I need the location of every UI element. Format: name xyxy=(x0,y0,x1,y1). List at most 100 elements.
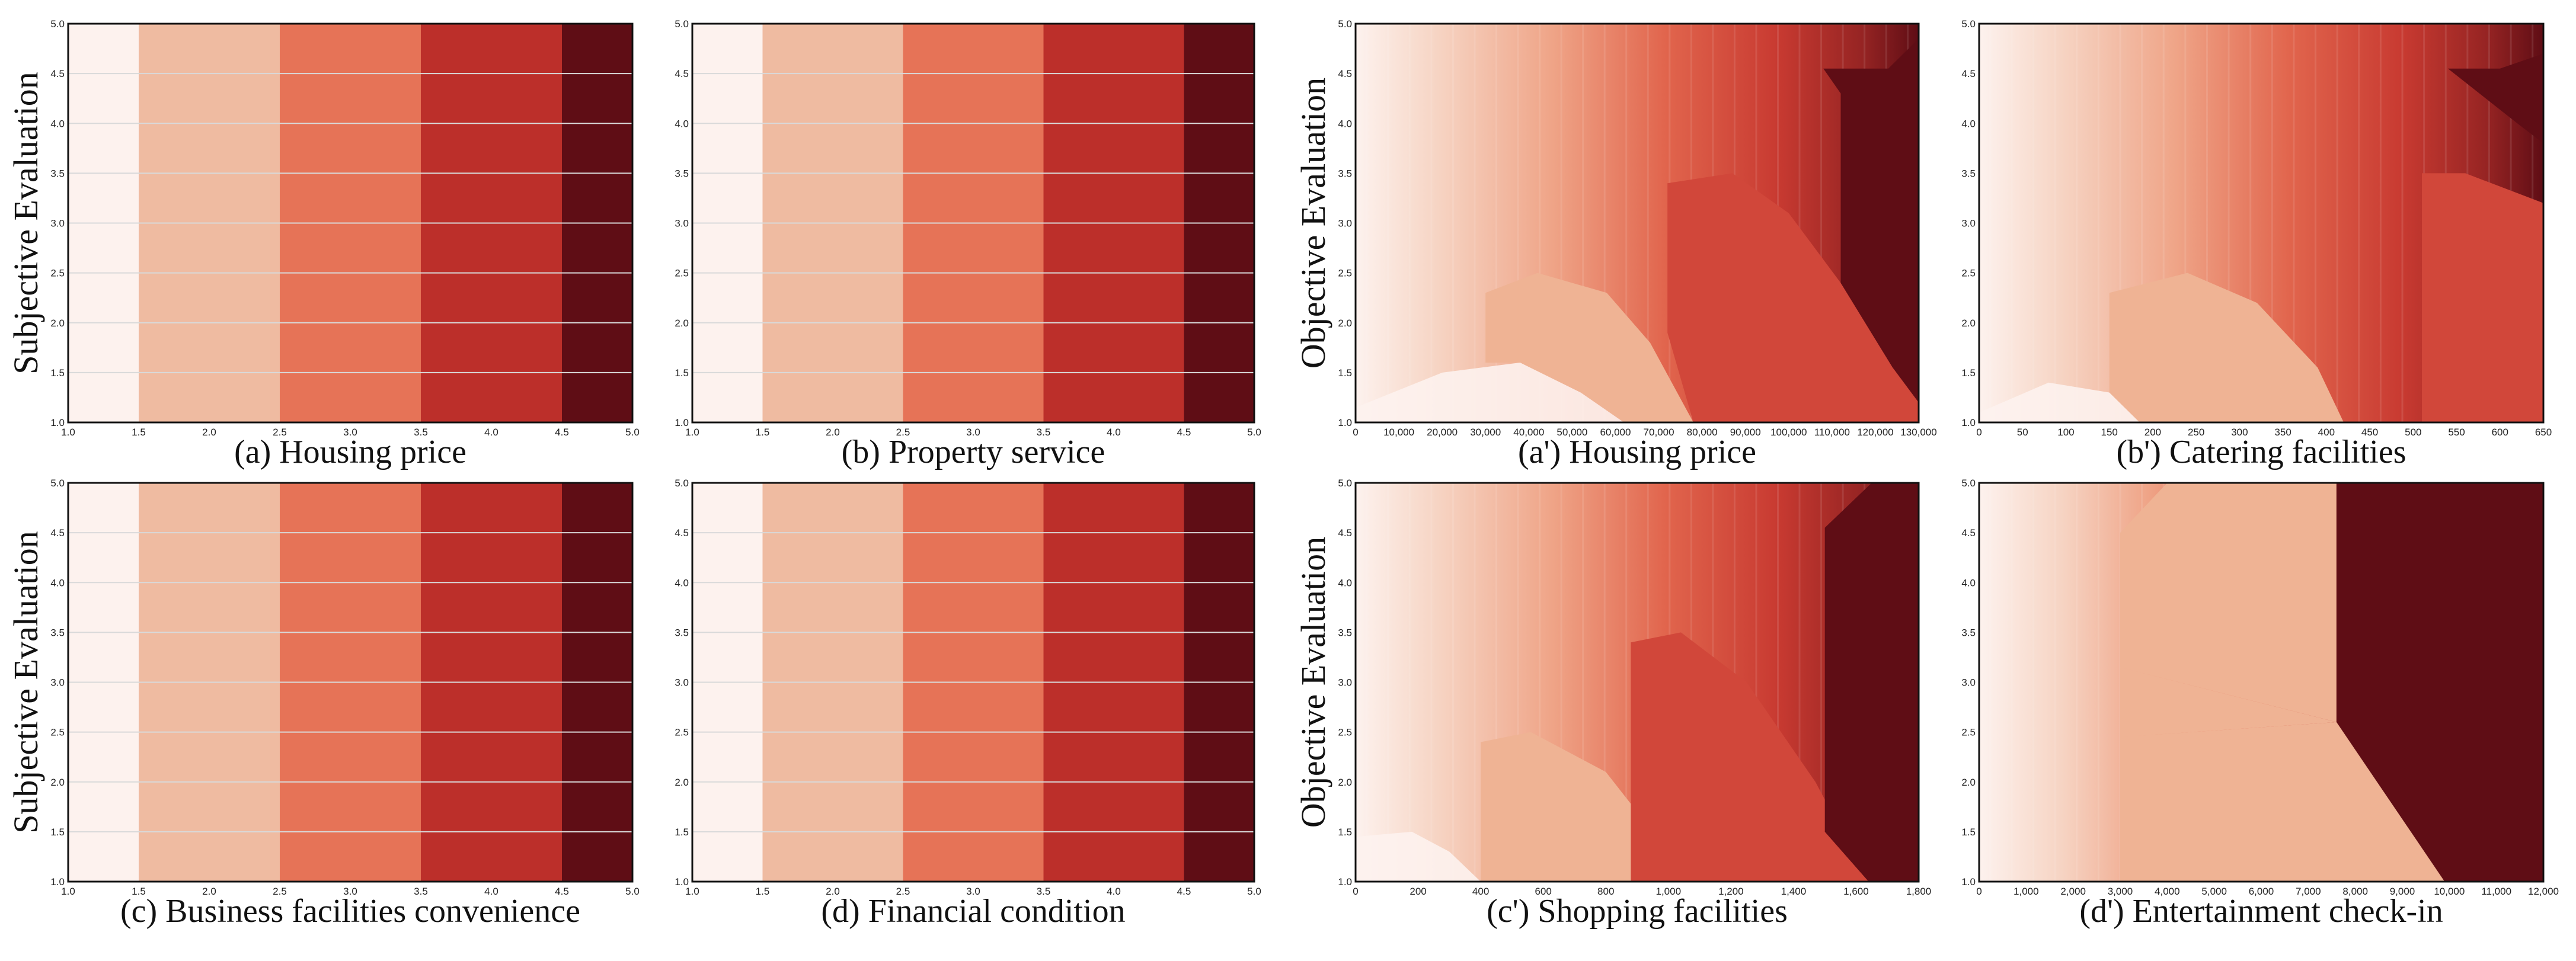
y-axis-title: Objective Evaluation xyxy=(1294,78,1332,369)
x-tick-label: 2.5 xyxy=(273,427,287,438)
x-tick-label: 3.0 xyxy=(966,886,980,897)
y-tick-label: 2.0 xyxy=(675,318,689,329)
x-tick-label: 2.0 xyxy=(202,427,216,438)
y-tick-label: 3.5 xyxy=(1338,168,1352,179)
y-tick-label: 3.0 xyxy=(1338,218,1352,229)
x-tick-label: 200 xyxy=(2144,427,2161,438)
x-tick-label: 4.0 xyxy=(1107,427,1121,438)
y-tick-label: 3.5 xyxy=(675,627,689,638)
y-tick-label: 5.0 xyxy=(1338,478,1352,489)
x-tick-label: 1.5 xyxy=(756,427,770,438)
panel-caption: (d') Entertainment check-in xyxy=(2079,893,2443,930)
y-tick-label: 1.5 xyxy=(675,827,689,838)
x-tick-label: 550 xyxy=(2448,427,2465,438)
x-tick-label: 1.5 xyxy=(132,427,146,438)
y-tick-label: 5.0 xyxy=(50,18,65,30)
x-tick-label: 4.5 xyxy=(1177,886,1191,897)
x-tick-label: 5,000 xyxy=(2201,886,2227,897)
y-tick-label: 1.0 xyxy=(675,876,689,888)
x-tick-label: 2.5 xyxy=(896,886,910,897)
y-tick-label: 2.0 xyxy=(1338,777,1352,788)
y-tick-label: 4.5 xyxy=(50,68,65,79)
y-tick-label: 5.0 xyxy=(1338,18,1352,30)
x-tick-label: 110,000 xyxy=(1814,427,1850,438)
axes-frame xyxy=(67,482,634,883)
y-tick-label: 1.0 xyxy=(675,417,689,428)
x-tick-label: 5.0 xyxy=(1247,886,1261,897)
y-tick-label: 3.5 xyxy=(1961,627,1976,638)
contour-region-1 xyxy=(1979,382,2140,422)
y-tick-label: 1.5 xyxy=(50,367,65,379)
panel-caption: (c) Business facilities convenience xyxy=(120,893,580,930)
x-tick-label: 0 xyxy=(1353,427,1358,438)
x-tick-label: 1.5 xyxy=(756,886,770,897)
x-tick-label: 2.0 xyxy=(826,886,840,897)
contour-region-2 xyxy=(2109,273,2344,422)
y-tick-label: 4.0 xyxy=(1338,577,1352,588)
contour-region-1 xyxy=(1356,363,1625,422)
panel-c: 1.0 1.5 2.0 2.5 3.0 3.5 4.0 4.5 5.0 1.0 1.5 2.0 2.5 3… xyxy=(7,478,640,930)
y-tick-label: 3.5 xyxy=(1338,627,1352,638)
x-tick-label: 1.0 xyxy=(685,886,699,897)
x-tick-label: 20,000 xyxy=(1427,427,1458,438)
y-tick-label: 4.0 xyxy=(1961,577,1976,588)
x-tick-label: 3.5 xyxy=(414,886,428,897)
y-tick-label: 5.0 xyxy=(675,18,689,30)
x-tick-label: 1.0 xyxy=(685,427,699,438)
panel-b-prime: 1.0 1.5 2.0 2.5 3.0 3.5 4.0 4.5 5.0 0 50 100 150 200 2… xyxy=(1961,18,2552,470)
y-tick-label: 1.5 xyxy=(1961,367,1976,379)
x-tick-label: 150 xyxy=(2101,427,2118,438)
y-tick-label: 3.5 xyxy=(1961,168,1976,179)
y-tick-label: 4.5 xyxy=(50,527,65,539)
panel-d-prime: 1.0 1.5 2.0 2.5 3.0 3.5 4.0 4.5 5.0 0 1,000 2,000 3,… xyxy=(1961,478,2559,930)
x-tick-label: 1,000 xyxy=(1656,886,1682,897)
x-tick-label: 3.0 xyxy=(343,886,357,897)
x-tick-label: 2.0 xyxy=(202,886,216,897)
x-tick-label: 100,000 xyxy=(1770,427,1807,438)
contour-region-3 xyxy=(2120,483,2337,722)
x-tick-label: 3,000 xyxy=(2108,886,2133,897)
x-tick-label: 1,800 xyxy=(1906,886,1932,897)
x-tick-label: 600 xyxy=(2492,427,2508,438)
y-tick-label: 2.0 xyxy=(1338,318,1352,329)
x-tick-label: 70,000 xyxy=(1644,427,1674,438)
y-tick-label: 4.0 xyxy=(675,118,689,129)
x-tick-label: 500 xyxy=(2405,427,2421,438)
y-tick-label: 2.5 xyxy=(50,268,65,279)
y-axis-title: Subjective Evaluation xyxy=(7,72,45,374)
axes-frame xyxy=(691,23,1255,424)
y-tick-label: 4.0 xyxy=(1961,118,1976,129)
y-tick-label: 2.0 xyxy=(50,777,65,788)
y-tick-label: 2.0 xyxy=(1961,777,1976,788)
y-tick-label: 2.0 xyxy=(675,777,689,788)
axes-frame xyxy=(1978,23,2545,424)
x-tick-label: 0 xyxy=(1353,886,1358,897)
x-tick-label: 300 xyxy=(2231,427,2248,438)
x-tick-label: 1.0 xyxy=(61,427,75,438)
x-tick-label: 650 xyxy=(2535,427,2552,438)
y-tick-label: 5.0 xyxy=(1961,478,1976,489)
x-tick-label: 4,000 xyxy=(2155,886,2180,897)
x-tick-label: 1,400 xyxy=(1781,886,1807,897)
x-tick-label: 5.0 xyxy=(625,427,640,438)
x-tick-label: 1.5 xyxy=(132,886,146,897)
contour-region-2 xyxy=(1485,273,1693,422)
x-tick-label: 4.5 xyxy=(555,427,569,438)
y-tick-label: 1.0 xyxy=(1961,417,1976,428)
y-tick-label: 4.0 xyxy=(50,118,65,129)
x-tick-label: 3.5 xyxy=(1037,427,1051,438)
x-tick-label: 1.0 xyxy=(61,886,75,897)
y-tick-label: 2.5 xyxy=(50,727,65,738)
y-axis-title: Objective Evaluation xyxy=(1294,537,1332,828)
x-tick-label: 3.5 xyxy=(414,427,428,438)
y-tick-label: 5.0 xyxy=(1961,18,1976,30)
x-tick-label: 120,000 xyxy=(1857,427,1893,438)
y-tick-label: 3.0 xyxy=(675,677,689,688)
axes-frame xyxy=(1978,482,2545,883)
contour-region-4 xyxy=(1824,483,1919,882)
x-tick-label: 6,000 xyxy=(2249,886,2274,897)
x-tick-label: 2.5 xyxy=(896,427,910,438)
y-tick-label: 5.0 xyxy=(50,478,65,489)
x-tick-label: 1,200 xyxy=(1718,886,1744,897)
